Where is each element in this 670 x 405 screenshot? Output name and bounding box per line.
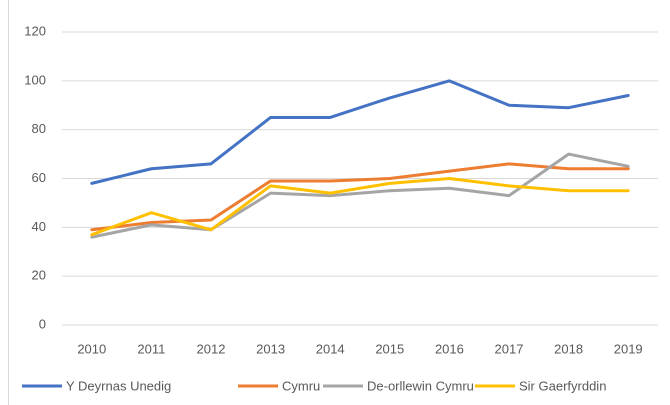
series-line [90, 152, 630, 239]
x-tick-label: 2016 [435, 341, 464, 356]
x-tick-label: 2018 [554, 341, 583, 356]
x-tick-label: 2012 [197, 341, 226, 356]
x-tick-label: 2017 [495, 341, 524, 356]
y-tick-label: 100 [24, 72, 46, 87]
y-tick-label: 80 [32, 121, 46, 136]
x-tick-label: 2011 [137, 341, 165, 356]
x-tick-label: 2013 [256, 341, 285, 356]
legend-label: Y Deyrnas Unedig [66, 378, 171, 393]
x-tick-label: 2015 [375, 341, 404, 356]
legend-label: Sir Gaerfyrddin [519, 378, 606, 393]
y-tick-label: 20 [32, 268, 46, 283]
y-tick-label: 0 [39, 316, 46, 331]
series-line [90, 177, 630, 237]
legend-label: De-orllewin Cymru [367, 378, 474, 393]
x-tick-label: 2019 [614, 341, 643, 356]
x-tick-label: 2010 [77, 341, 106, 356]
legend-label: Cymru [282, 378, 320, 393]
series-line [90, 79, 630, 185]
y-tick-label: 40 [32, 219, 46, 234]
y-tick-label: 60 [32, 170, 46, 185]
x-tick-label: 2014 [316, 341, 345, 356]
y-tick-label: 120 [24, 23, 46, 38]
